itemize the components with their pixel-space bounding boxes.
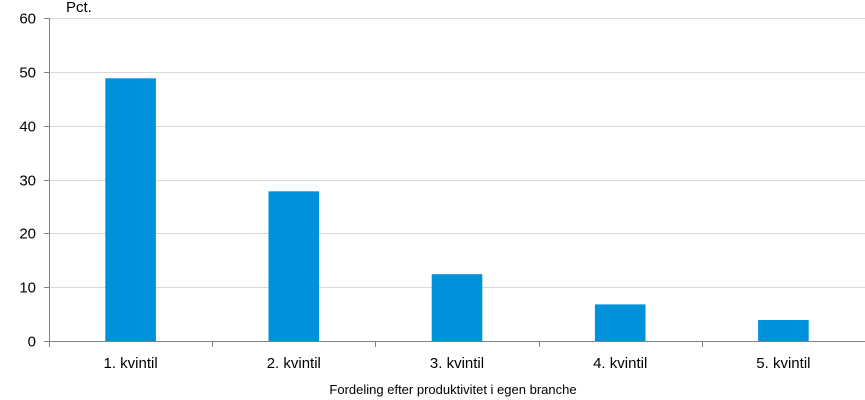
axes: [44, 18, 865, 347]
y-tick-labels: 0 10 20 30 40 50 60: [19, 11, 36, 351]
bar-1: [105, 78, 156, 342]
x-tick-labels: 1. kvintil 2. kvintil 3. kvintil 4. kvintil…: [104, 355, 811, 372]
bar-4: [594, 304, 646, 341]
bar-5: [758, 320, 809, 341]
y-tick-label-50: 50: [19, 65, 36, 82]
y-tick-label-0: 0: [28, 334, 36, 351]
y-tick-label-60: 60: [19, 11, 36, 28]
x-axis-title: Fordeling efter produktivitet i egen bra…: [329, 382, 576, 397]
y-tick-label-40: 40: [19, 119, 36, 136]
x-tick-label-3: 3. kvintil: [430, 355, 484, 372]
x-tick-label-1: 1. kvintil: [104, 355, 158, 372]
y-axis-label: Pct.: [66, 0, 92, 16]
bar-2: [268, 191, 320, 341]
y-tick-label-30: 30: [19, 173, 36, 190]
bar-3: [431, 274, 483, 341]
bars: [105, 78, 809, 342]
y-tick-label-10: 10: [19, 280, 36, 297]
gridlines: [49, 18, 865, 288]
x-tick-label-4: 4. kvintil: [593, 355, 647, 372]
y-tick-label-20: 20: [19, 226, 36, 243]
x-tick-label-5: 5. kvintil: [756, 355, 810, 372]
x-tick-label-2: 2. kvintil: [267, 355, 321, 372]
